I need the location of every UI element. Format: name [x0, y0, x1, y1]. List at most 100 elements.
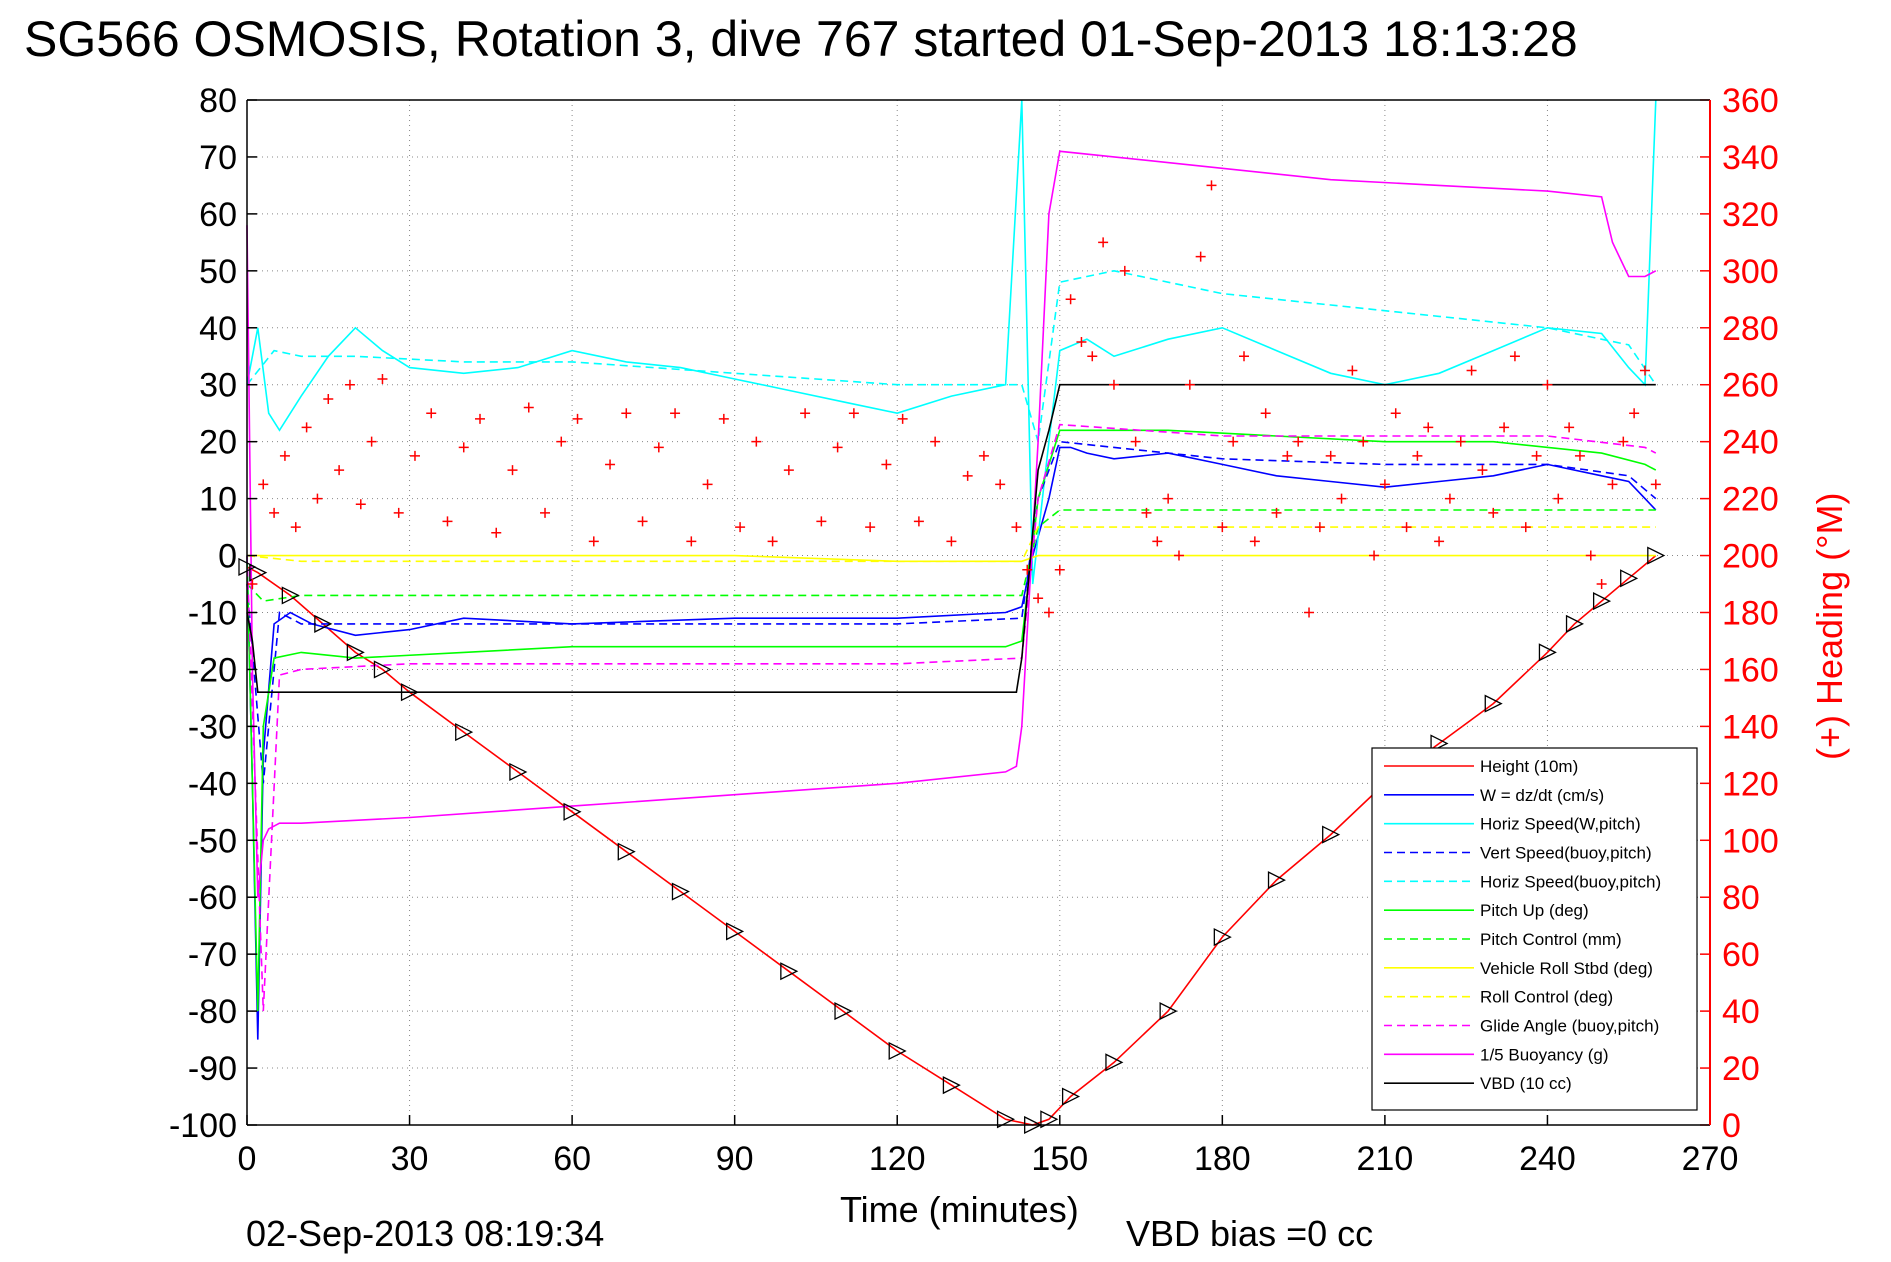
heading-marker: [1076, 337, 1087, 348]
height-marker: [1538, 643, 1557, 662]
heading-marker: [848, 408, 859, 419]
y-tick-label: -40: [188, 765, 237, 803]
y-right-tick-label: 20: [1722, 1050, 1760, 1088]
y-right-tick-label: 100: [1722, 822, 1779, 860]
heading-marker: [865, 522, 876, 533]
heading-marker: [1282, 450, 1293, 461]
height-marker: [346, 643, 365, 662]
x-tick-label: 60: [553, 1140, 591, 1178]
y-tick-label: -30: [188, 708, 237, 746]
y-tick-label: 30: [199, 367, 237, 405]
heading-marker: [1249, 536, 1260, 547]
y-tick-label: 10: [199, 481, 237, 519]
height-marker: [509, 762, 528, 781]
heading-marker: [588, 536, 599, 547]
heading-marker: [1390, 408, 1401, 419]
heading-marker: [1271, 507, 1282, 518]
heading-marker: [1065, 294, 1076, 305]
heading-marker: [1314, 522, 1325, 533]
heading-marker: [1499, 422, 1510, 433]
y-tick-label: -70: [188, 936, 237, 974]
heading-marker: [458, 442, 469, 453]
heading-marker: [995, 479, 1006, 490]
height-marker: [780, 962, 799, 981]
series-line-2: [246, 99, 1657, 585]
heading-marker: [1325, 450, 1336, 461]
y-tick-label: 40: [199, 310, 237, 348]
y-tick-label: 50: [199, 253, 237, 291]
heading-marker: [751, 436, 762, 447]
heading-marker: [377, 374, 388, 385]
heading-marker: [1217, 522, 1228, 533]
heading-marker: [1423, 422, 1434, 433]
heading-marker: [1639, 365, 1650, 376]
height-marker: [1620, 569, 1639, 588]
y-right-tick-label: 320: [1722, 196, 1779, 234]
heading-marker: [1434, 536, 1445, 547]
heading-marker: [269, 507, 280, 518]
legend-entry: Pitch Control (mm): [1480, 930, 1622, 949]
x-tick-label: 240: [1519, 1140, 1576, 1178]
height-marker: [1565, 614, 1584, 633]
heading-marker: [816, 516, 827, 527]
heading-marker: [1108, 379, 1119, 390]
heading-marker: [1022, 564, 1033, 575]
heading-marker: [1033, 593, 1044, 604]
y-tick-label: 80: [199, 82, 237, 120]
x-tick-label: 210: [1357, 1140, 1414, 1178]
height-marker: [671, 882, 690, 901]
heading-marker: [1401, 522, 1412, 533]
heading-marker: [1239, 351, 1250, 362]
y-right-tick-label: 40: [1722, 993, 1760, 1031]
heading-marker: [1130, 436, 1141, 447]
heading-marker: [1152, 536, 1163, 547]
y-tick-label: 0: [218, 538, 237, 576]
height-marker: [1159, 1002, 1178, 1021]
x-tick-label: 90: [716, 1140, 754, 1178]
height-marker: [1647, 546, 1666, 565]
heading-marker: [913, 516, 924, 527]
heading-marker: [1553, 493, 1564, 504]
heading-marker: [1564, 422, 1575, 433]
height-marker: [1592, 592, 1612, 611]
y-right-tick-label: 60: [1722, 936, 1760, 974]
heading-marker: [1054, 564, 1065, 575]
height-marker: [942, 1076, 961, 1095]
series-line-8: [246, 526, 1656, 563]
heading-marker: [556, 436, 567, 447]
heading-marker: [1488, 507, 1499, 518]
y-tick-label: -90: [188, 1050, 237, 1088]
heading-marker: [670, 408, 681, 419]
heading-marker: [1509, 351, 1520, 362]
heading-marker: [1466, 365, 1477, 376]
height-marker: [1213, 928, 1232, 947]
height-marker: [1484, 694, 1503, 713]
height-marker: [563, 802, 582, 821]
heading-marker: [800, 408, 811, 419]
height-marker: [455, 723, 474, 742]
y-right-tick-label: 160: [1722, 651, 1779, 689]
heading-marker: [930, 436, 941, 447]
y-tick-label: 70: [199, 139, 237, 177]
heading-marker: [1195, 251, 1206, 262]
height-marker: [400, 683, 420, 702]
y-right-tick-label: 180: [1722, 595, 1779, 633]
heading-marker: [1574, 450, 1585, 461]
series-line-7: [247, 554, 1656, 563]
heading-marker: [735, 522, 746, 533]
heading-marker: [718, 413, 729, 424]
heading-marker: [334, 465, 345, 476]
heading-marker: [1520, 522, 1531, 533]
heading-marker: [637, 516, 648, 527]
y-right-tick-label: 260: [1722, 367, 1779, 405]
heading-marker: [1358, 436, 1369, 447]
legend-entry: Horiz Speed(W,pitch): [1480, 815, 1641, 834]
heading-marker: [1607, 479, 1618, 490]
series-line-11: [246, 383, 1656, 694]
heading-marker: [279, 450, 290, 461]
series-line-3: [246, 440, 1657, 784]
right-axis-label: (+) Heading (°M): [1809, 493, 1850, 760]
y-right-tick-label: 240: [1722, 424, 1779, 462]
axes: 0 30 60 90 120 150 180 210 240 270 80 70 60 50 40 30 20 1…: [169, 82, 1779, 1178]
